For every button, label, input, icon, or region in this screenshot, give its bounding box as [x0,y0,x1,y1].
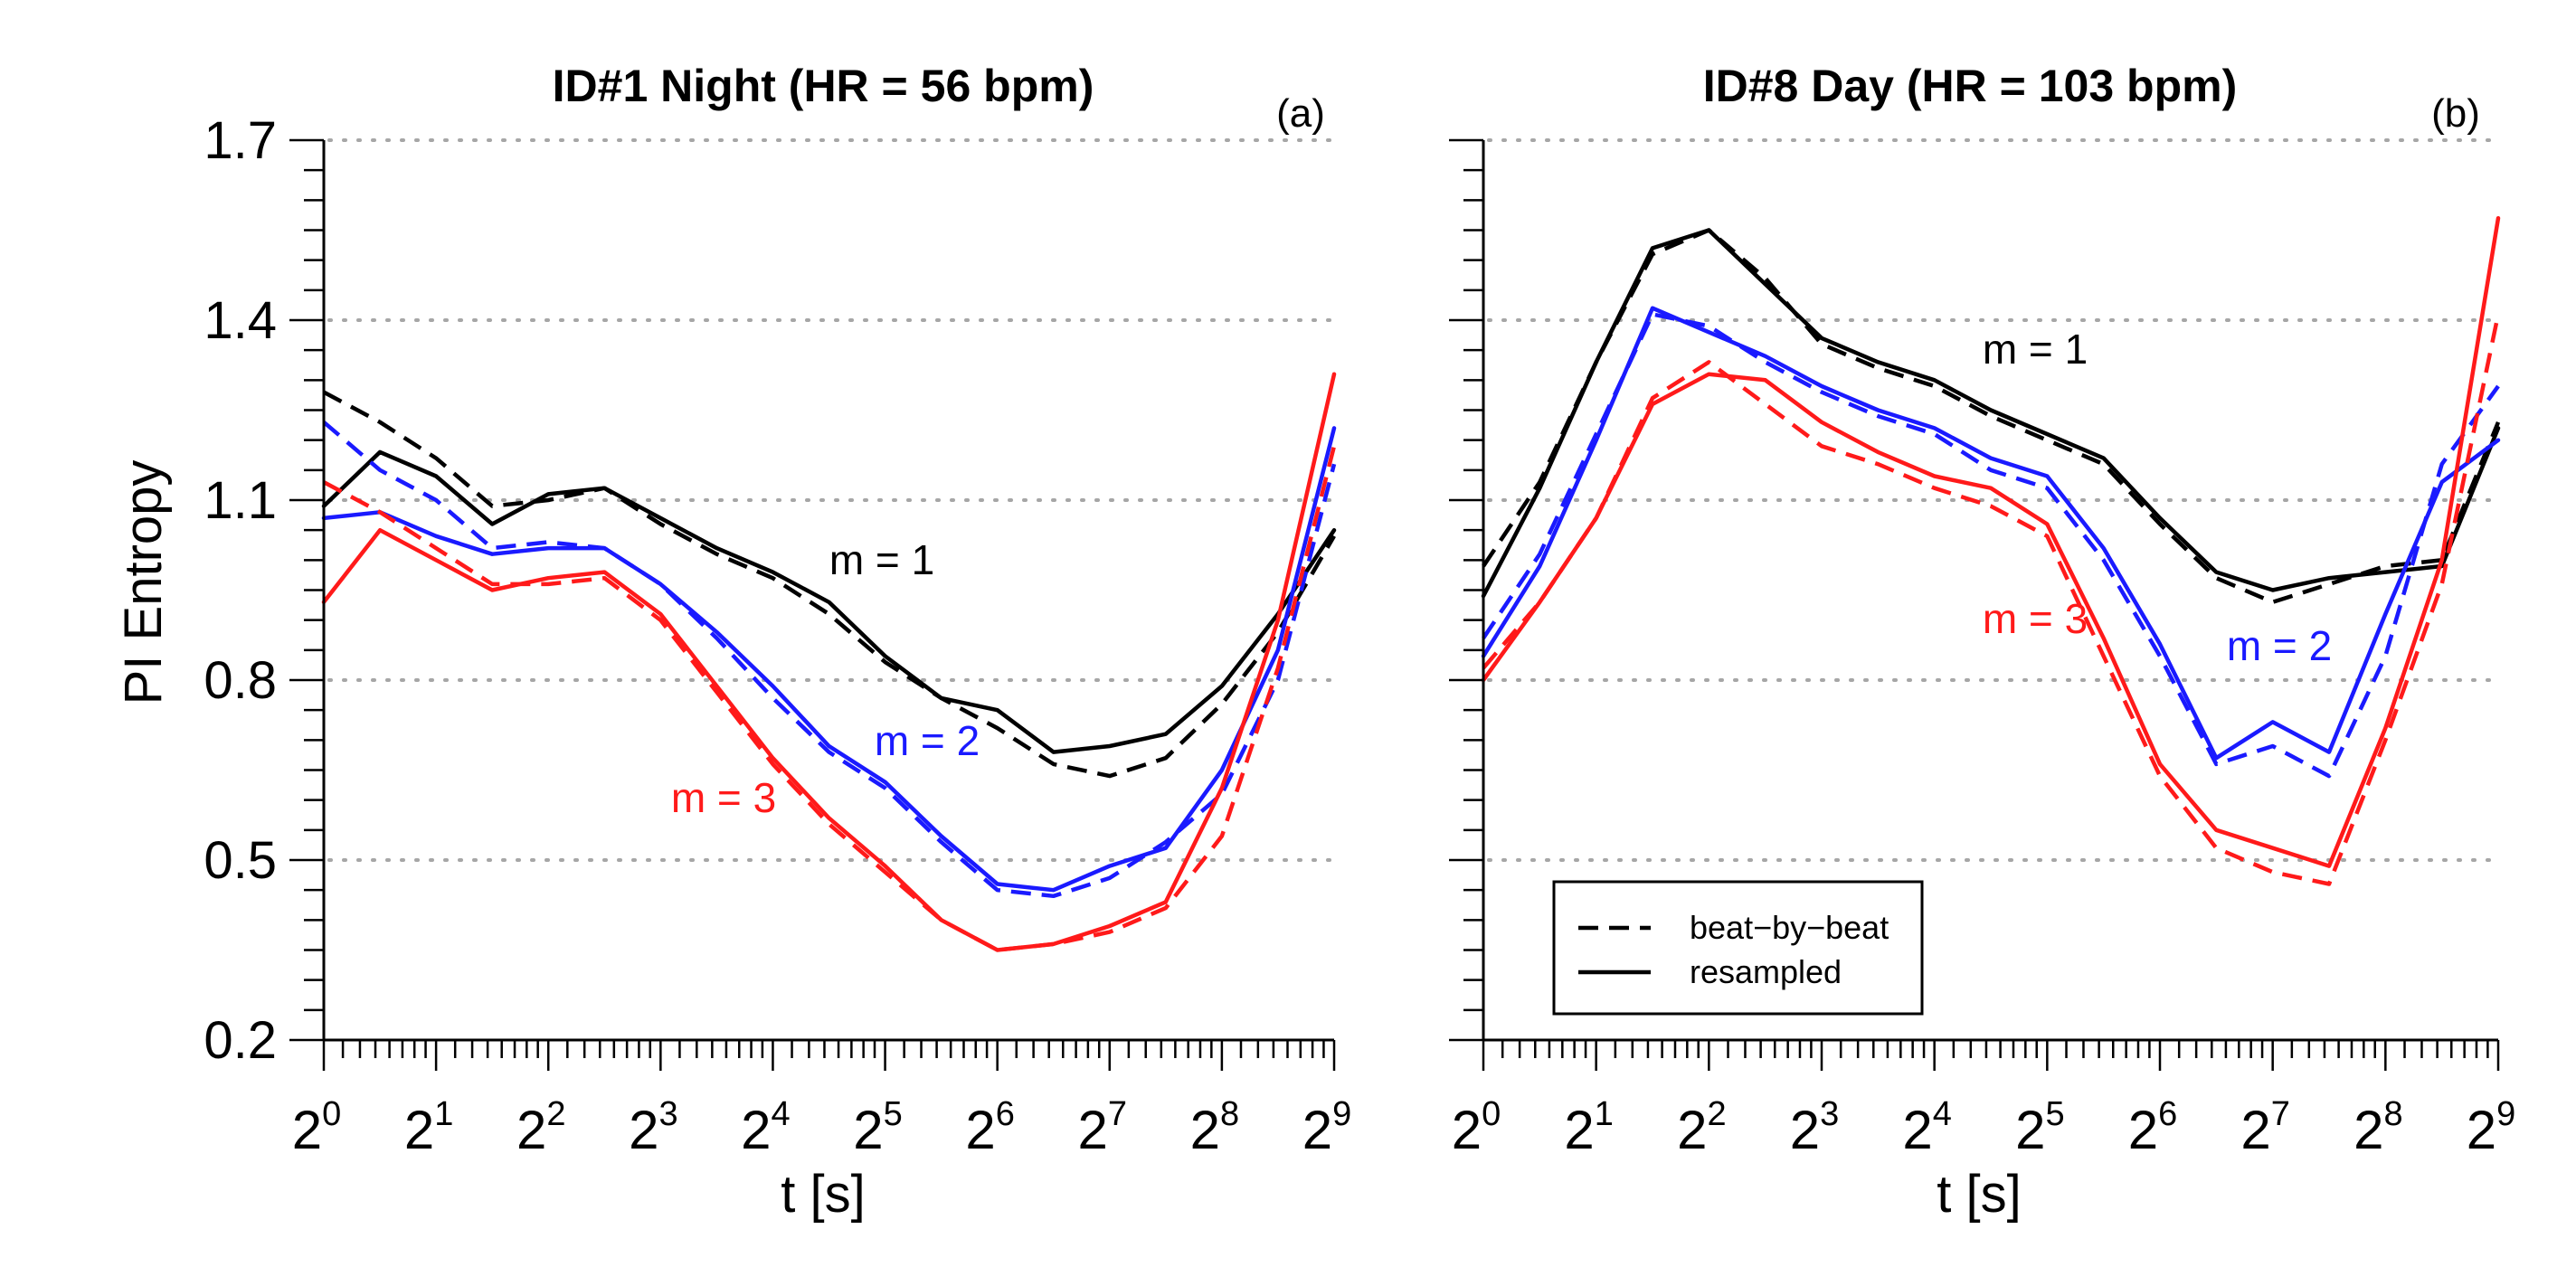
panel-b-x-tick-label: 20 [1452,1095,1501,1160]
panel-a-series-m-3-beat-by-beat [322,445,1337,952]
panel-b-x-tick-label: 26 [2128,1095,2178,1160]
panel-b-m3-label: m = 3 [1983,595,2088,642]
panel-a-series-m-1-beat-by-beat [322,390,1336,779]
panel-a-m3-label: m = 3 [671,774,776,821]
panel-b: 20 21 22 23 24 25 26 27 28 29 ID#8 Day (HR = 103 … [1449,61,2515,1224]
panel-b-x-tick-label: 25 [2015,1095,2065,1160]
panel-a-y-tick-label: 0.2 [204,1011,277,1070]
panel-b-series-m-2-resampled [1481,306,2501,761]
legend-label-beat-by-beat: beat−by−beat [1690,909,1889,946]
panel-a-x-tick-label: 28 [1190,1095,1240,1160]
panel-a-series [321,372,1337,952]
panel-a-xlabel: t [s] [781,1165,865,1224]
panel-a-y-tick-label: 1.7 [204,111,277,170]
panel-a-ylabel: PI Entropy [114,460,173,705]
panel-b-x-tick-label: 22 [1677,1095,1727,1160]
panel-b-x-tick-label: 28 [2353,1095,2403,1160]
panel-b-series-m-2-beat-by-beat [1482,312,2500,779]
panel-a-x-tick-label: 23 [629,1095,678,1160]
panel-a-x-tick-label: 24 [741,1095,791,1160]
panel-a-x-tick-label: 20 [292,1095,342,1160]
panel-a-series-m-2-beat-by-beat [322,421,1337,899]
panel-b-series-m-1-beat-by-beat [1482,228,2501,605]
panel-b-series-m-3-resampled [1481,215,2501,868]
panel-b-xlabel: t [s] [1937,1165,2021,1224]
legend-label-resampled: resampled [1690,953,1842,990]
panel-b-series-m-1-resampled [1481,228,2501,599]
panel-b-m1-label: m = 1 [1983,326,2088,373]
panel-b-grid [1487,138,2500,862]
panel-a-x-tick-label: 27 [1078,1095,1128,1160]
panel-a-y-tick-label: 0.8 [204,651,277,710]
panel-a-series-m-1-resampled [321,449,1337,754]
panel-b-x-tick-label: 27 [2240,1095,2290,1160]
panel-a-tag: (a) [1276,91,1325,136]
panel-b-series [1481,215,2501,886]
panel-b-title: ID#8 Day (HR = 103 bpm) [1703,61,2237,111]
panel-a-series-m-2-resampled [321,426,1337,893]
panel-a-series-m-3-resampled [321,372,1337,952]
panel-b-axes: 20 21 22 23 24 25 26 27 28 29 [1449,138,2516,1160]
panel-a-axes: 0.2 0.5 0.8 1.1 1.4 1.7 20 21 22 23 24 25 26 27 28 29 [204,111,1351,1160]
panel-a-y-tick-label: 1.1 [204,471,277,530]
panel-a-m1-label: m = 1 [829,536,934,583]
panel-b-x-tick-label: 24 [1902,1095,1952,1160]
panel-a-x-tick-label: 25 [853,1095,903,1160]
panel-b-x-tick-label: 29 [2467,1095,2516,1160]
panel-a-x-tick-label: 26 [965,1095,1015,1160]
panel-a-y-tick-label: 0.5 [204,831,277,890]
panel-b-series-m-3-beat-by-beat [1482,313,2501,886]
panel-b-x-tick-label: 23 [1790,1095,1840,1160]
panel-a: 0.2 0.5 0.8 1.1 1.4 1.7 20 21 22 23 24 25 26 27 28 29 I… [114,61,1351,1224]
panel-b-x-tick-label: 21 [1564,1095,1614,1160]
panel-b-tag: (b) [2431,91,2480,136]
panel-a-x-tick-label: 22 [516,1095,566,1160]
panel-a-x-tick-label: 21 [404,1095,454,1160]
panel-a-x-tick-label: 29 [1302,1095,1352,1160]
panel-a-m2-label: m = 2 [875,717,980,764]
panel-a-title: ID#1 Night (HR = 56 bpm) [553,61,1094,111]
panel-b-m2-label: m = 2 [2227,622,2332,669]
legend-box [1552,880,1924,1016]
panel-a-y-tick-label: 1.4 [204,291,277,350]
legend: beat−by−beat resampled [1552,880,1924,1016]
